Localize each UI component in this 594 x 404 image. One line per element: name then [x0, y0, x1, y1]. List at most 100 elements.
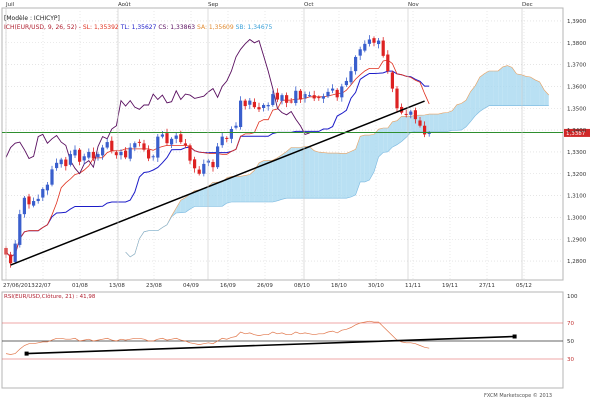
rsi-tick-label: 30: [567, 357, 574, 363]
chikou-line: [5, 38, 310, 175]
candle-body: [344, 80, 348, 86]
price-tick-label: 1,3400: [567, 128, 587, 134]
sb-value: SB: 1,34675: [236, 24, 273, 31]
cloud-segment: [272, 157, 278, 203]
candle-body: [174, 135, 178, 139]
candle-body: [390, 72, 394, 89]
price-tick-label: 1,3700: [567, 63, 587, 69]
x-tick-label: 26/09: [257, 283, 273, 289]
cloud-segment: [286, 147, 292, 199]
candle-body: [22, 197, 26, 215]
cloud-segment: [443, 112, 448, 132]
candle-body: [151, 156, 155, 158]
x-tick-label: 27/11: [479, 283, 495, 289]
cloud-segment: [484, 70, 489, 109]
candle-body: [9, 254, 13, 264]
rsi-panel: [1, 291, 564, 389]
cloud-segment: [180, 197, 186, 213]
price-tick-label: 1,3900: [567, 19, 587, 25]
cloud-segment: [387, 121, 393, 152]
candle-body: [298, 90, 302, 100]
cloud-segment: [263, 160, 269, 203]
cloud-segment: [401, 116, 407, 142]
candle-body: [128, 147, 132, 159]
candle-body: [156, 136, 160, 158]
candle-body: [73, 149, 77, 156]
candle-body: [248, 100, 252, 105]
candle-body: [197, 169, 201, 174]
candle-body: [326, 91, 330, 97]
cloud-segment: [323, 152, 328, 199]
candle-body: [87, 151, 91, 158]
candle-body: [409, 111, 413, 115]
candle-body: [36, 198, 40, 202]
cloud-segment: [498, 66, 503, 106]
sl-value: SL: 1,35392: [83, 24, 119, 31]
candle-body: [32, 201, 36, 206]
price-panel: [1, 7, 564, 281]
candle-body: [55, 162, 59, 169]
cloud-segment: [328, 153, 333, 199]
candle-body: [312, 95, 316, 99]
x-tick-label: 22/07: [35, 283, 51, 289]
candle-body: [395, 88, 399, 109]
candle-body: [202, 163, 206, 174]
cloud-segment: [507, 65, 512, 106]
x-tick-label: 01/08: [72, 283, 88, 289]
rsi-tick-label: 100: [567, 294, 578, 300]
candle-body: [377, 40, 381, 45]
candle-body: [427, 132, 431, 134]
cloud-segment: [295, 147, 301, 199]
candle-body: [64, 159, 68, 167]
candle-body: [294, 90, 298, 104]
candle-body: [133, 143, 137, 148]
x-tick-label: 08/10: [294, 283, 310, 289]
candle-body: [271, 94, 275, 105]
candle-body: [216, 146, 220, 168]
cloud-segment: [392, 120, 397, 148]
cloud-segment: [213, 182, 218, 207]
price-tick-label: 1,3000: [567, 215, 587, 221]
cloud-segment: [502, 65, 508, 106]
cloud-segment: [226, 176, 232, 204]
candle-body: [404, 113, 408, 115]
candle-body: [289, 101, 293, 103]
candle-body: [41, 189, 45, 198]
current-price-box: [564, 128, 590, 137]
candle-body: [220, 136, 224, 146]
cloud-segment: [360, 135, 365, 182]
cloud-segment: [355, 136, 361, 195]
cloud-segment: [314, 150, 319, 199]
cloud-segment: [346, 151, 351, 199]
x-tick-label: 30/10: [368, 283, 384, 289]
cloud-segment: [337, 153, 342, 199]
cloud-segment: [438, 112, 443, 132]
cloud-segment: [535, 79, 540, 106]
chart-header: [Modèle : ICHICYP]: [4, 15, 60, 22]
month-label: Dec: [522, 2, 533, 8]
senkou-b-line: [125, 105, 549, 258]
candle-body: [358, 49, 362, 56]
candle-body: [262, 104, 266, 109]
candle-body: [13, 243, 17, 262]
cloud-segment: [305, 146, 310, 199]
price-tick-label: 1,3300: [567, 150, 587, 156]
candle-body: [229, 128, 233, 139]
cloud-segment: [318, 152, 324, 199]
tl-value: TL: 1,35627: [120, 24, 157, 31]
candle-body: [179, 134, 183, 143]
candle-body: [275, 92, 279, 100]
candle-body: [27, 196, 31, 205]
candle-body: [335, 89, 339, 98]
candle-body: [285, 95, 289, 103]
cloud-segment: [185, 194, 190, 213]
ichimoku-name: ICH(EUR/USD, 9, 26, 52) -: [4, 24, 83, 31]
candle-body: [367, 39, 371, 44]
candle-body: [91, 151, 95, 159]
candle-body: [18, 214, 22, 245]
cloud-segment: [397, 116, 402, 145]
price-tick-label: 1,3100: [567, 194, 587, 200]
candle-body: [68, 154, 72, 165]
candle-body: [257, 107, 261, 110]
